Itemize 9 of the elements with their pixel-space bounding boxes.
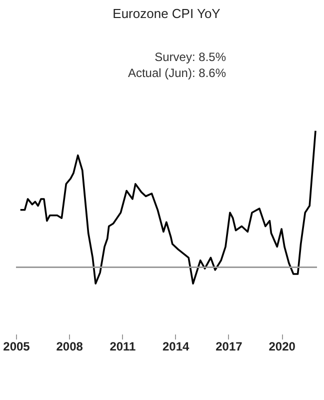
x-tick-label: 2008 bbox=[56, 340, 84, 354]
text: Actual (Jun): 8.6% bbox=[128, 66, 226, 80]
x-tick-label: 2014 bbox=[162, 340, 190, 354]
chart-title: Eurozone CPI YoY bbox=[112, 6, 221, 21]
text: Survey: 8.5% bbox=[154, 50, 226, 64]
x-tick-label: 2011 bbox=[110, 340, 136, 354]
x-tick-label: 2020 bbox=[268, 340, 296, 354]
x-tick-label: 2017 bbox=[216, 340, 243, 354]
x-tick-label: 2005 bbox=[3, 340, 30, 354]
